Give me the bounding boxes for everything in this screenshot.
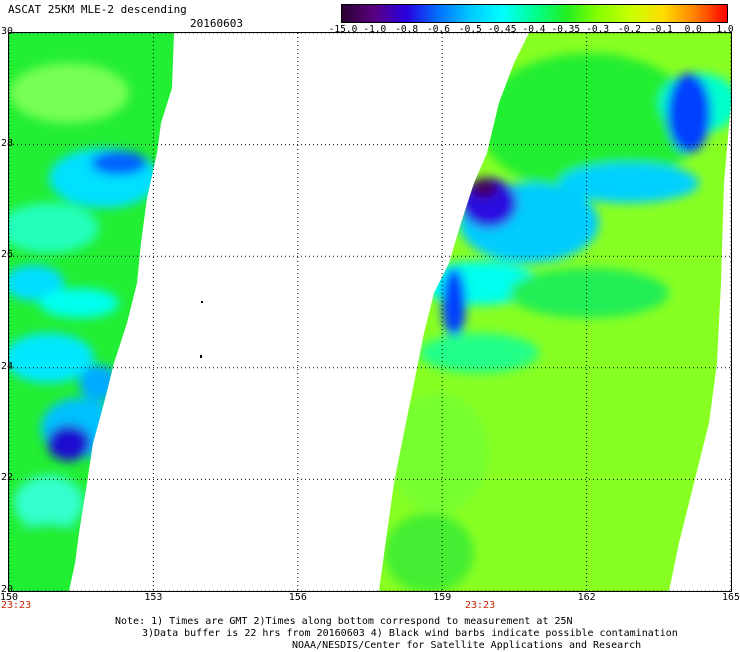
colorbar-label: -0.6: [427, 24, 450, 35]
gridlines: [9, 33, 731, 591]
longitude-tick-label: 156: [288, 592, 307, 603]
longitude-tick-label: 159: [433, 592, 452, 603]
colorbar-label: -0.1: [649, 24, 673, 35]
colorbar-label: -0.4: [522, 24, 546, 35]
note-line-3: NOAA/NESDIS/Center for Satellite Applica…: [292, 640, 642, 651]
colorbar-label: -0.8: [395, 24, 419, 35]
pass-time-west: 23:23: [1, 600, 32, 611]
longitude-tick-label: 150: [0, 592, 19, 603]
longitude-tick-label: 153: [144, 592, 163, 603]
colorbar-label: 1.0: [716, 24, 734, 35]
wind-barb-dot: [200, 355, 202, 358]
colorbar-label: -15.0: [328, 24, 358, 35]
latitude-tick-label: 20: [1, 584, 14, 595]
pass-time-east: 23:23: [465, 600, 496, 611]
product-title: ASCAT 25KM MLE-2 descending: [8, 3, 187, 16]
colorbar-label: -1.0: [363, 24, 387, 35]
colorbar-label: -0.35: [551, 24, 581, 35]
latitude-tick-label: 22: [1, 472, 14, 484]
colorbar-label: -0.45: [487, 24, 517, 35]
longitude-tick-label: 162: [577, 592, 596, 603]
colorbar: [341, 4, 728, 23]
colorbar-label: -0.5: [458, 24, 482, 35]
date-label: 20160603: [190, 17, 243, 30]
note-line-2: 3)Data buffer is 22 hrs from 20160603 4)…: [142, 628, 678, 639]
note-line-1: Note: 1) Times are GMT 2)Times along bot…: [115, 616, 573, 627]
east-swath: [379, 33, 731, 591]
latitude-tick-label: 24: [1, 360, 14, 372]
latitude-tick-label: 28: [1, 137, 14, 149]
colorbar-label: 0.0: [684, 24, 702, 35]
west-swath: [9, 33, 174, 591]
wind-map: [9, 33, 731, 591]
colorbar-gradient: [342, 5, 727, 22]
colorbar-label: -0.3: [586, 24, 610, 35]
colorbar-label: -0.2: [618, 24, 641, 35]
wind-barb-dot: [201, 301, 203, 303]
map-panel: [8, 32, 732, 592]
latitude-tick-label: 30: [1, 26, 14, 37]
latitude-tick-label: 26: [1, 249, 14, 261]
longitude-tick-label: 165: [722, 592, 740, 603]
